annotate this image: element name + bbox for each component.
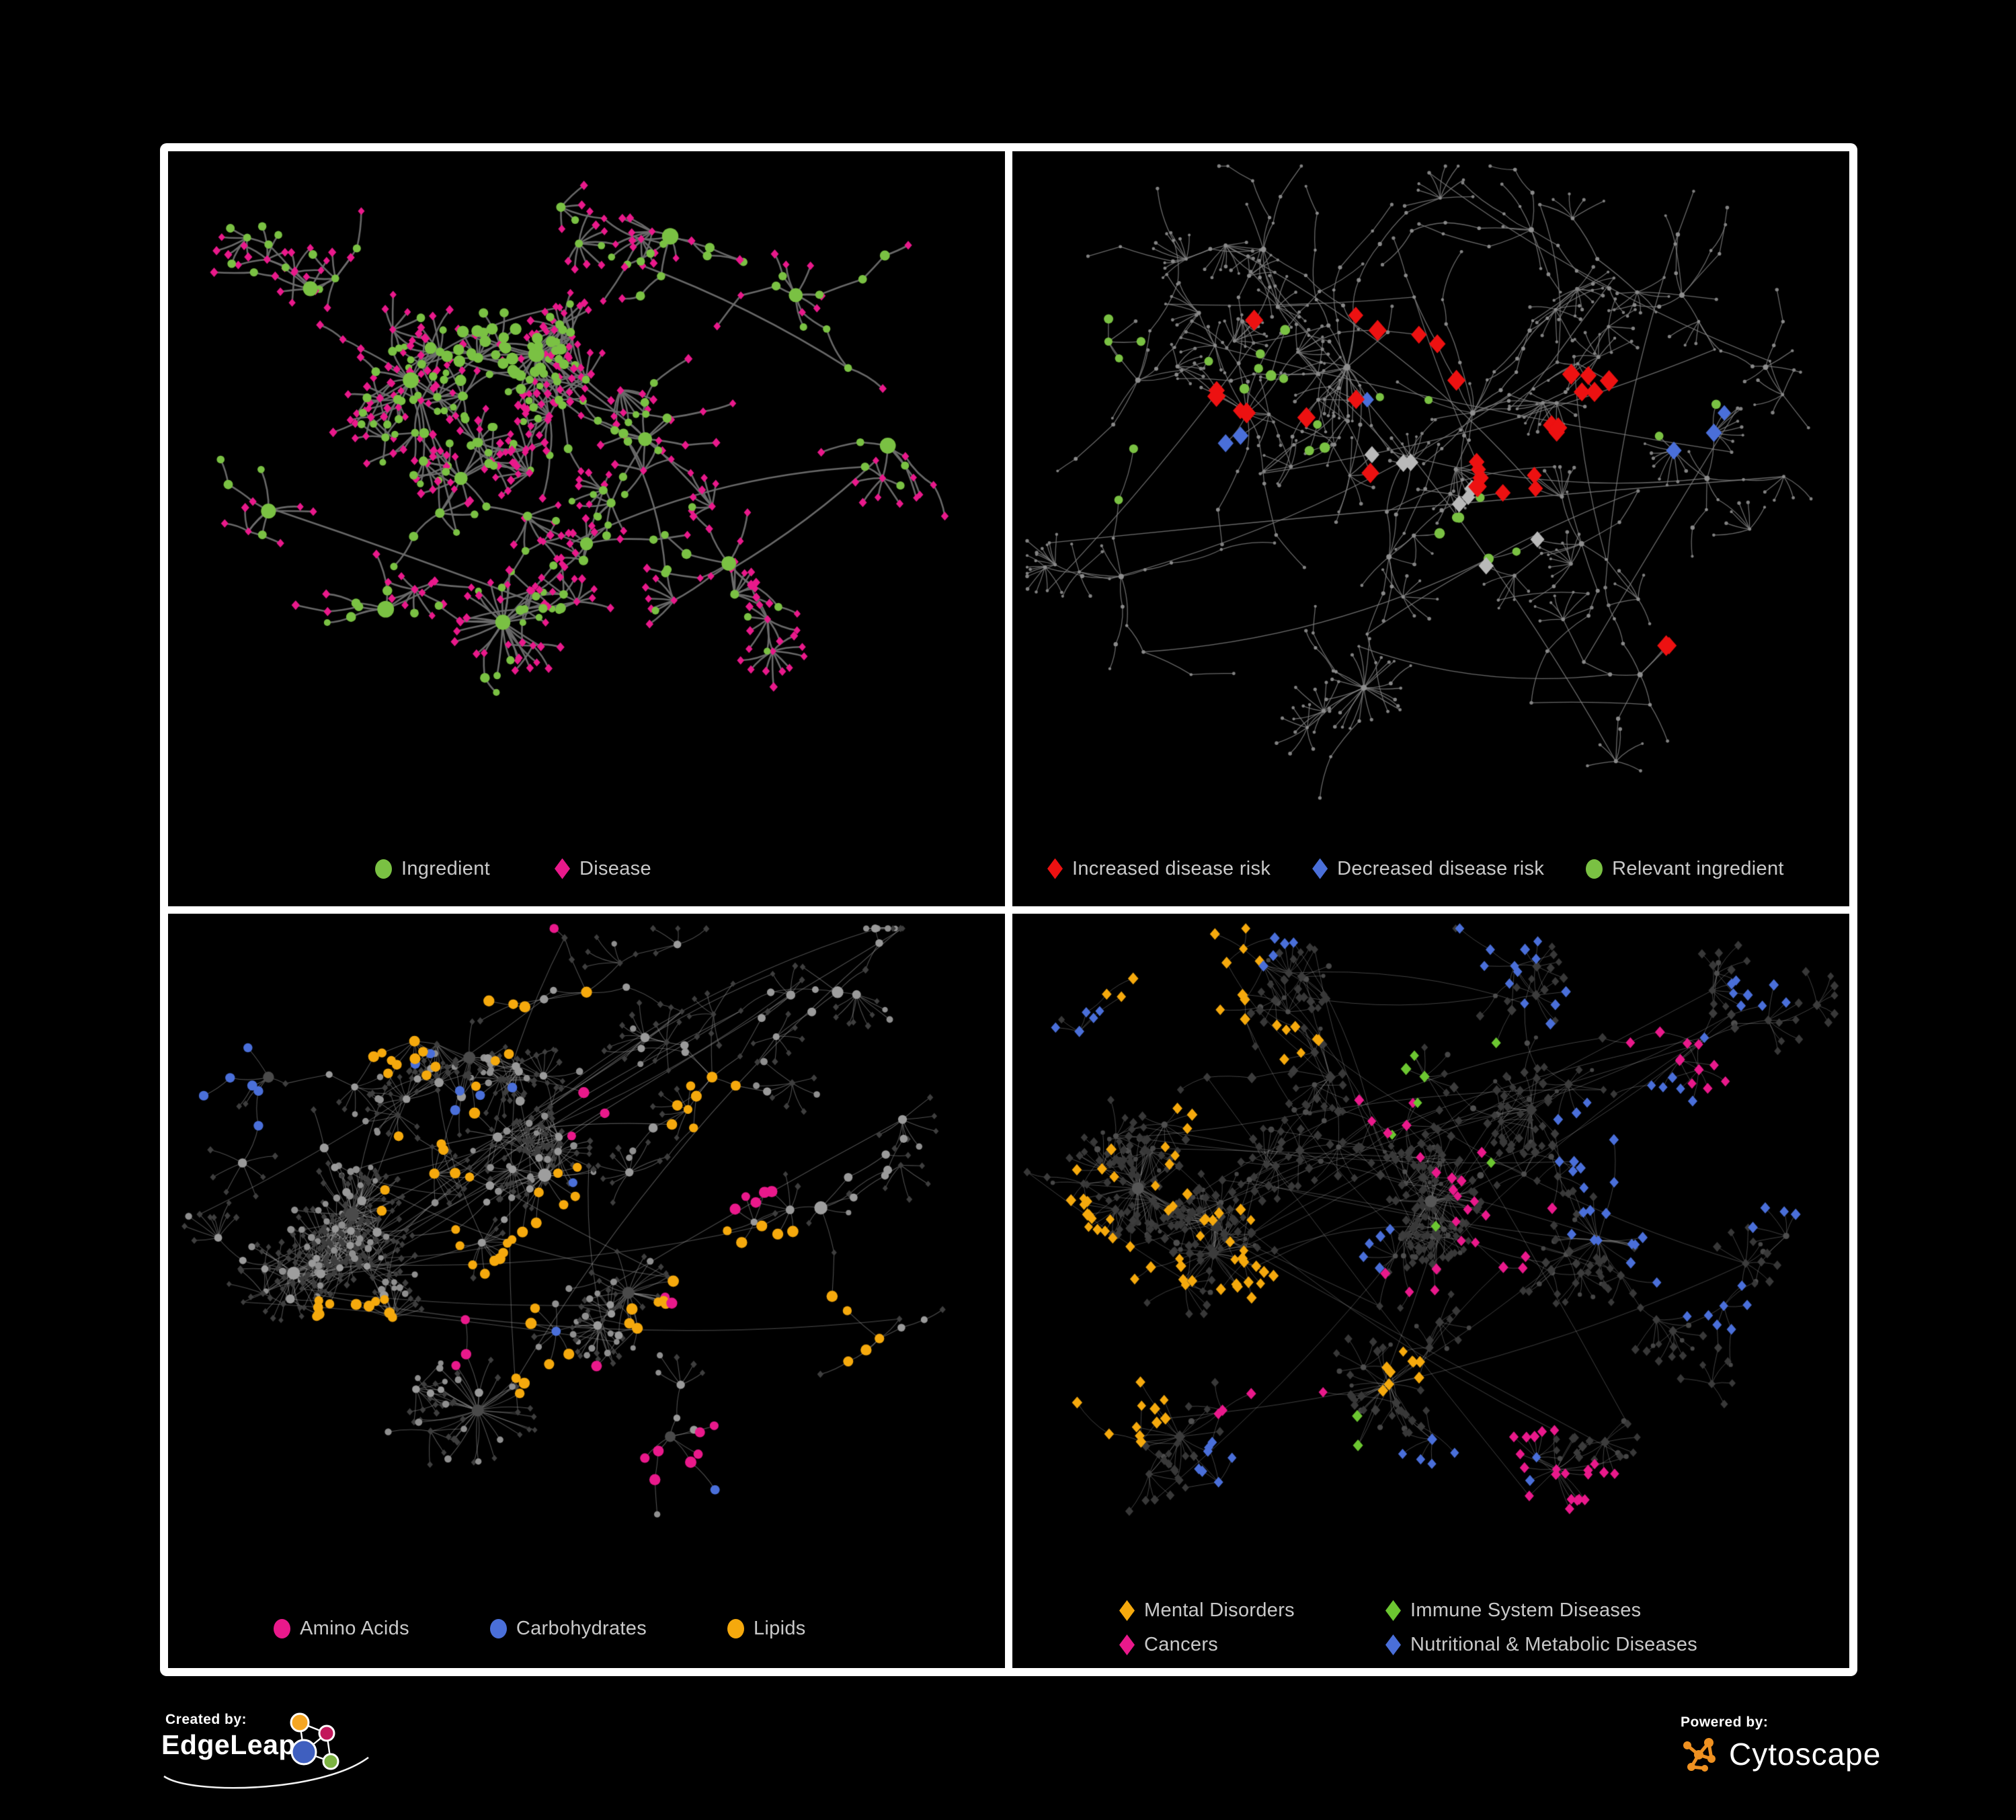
legend-label: Carbohydrates xyxy=(516,1618,647,1639)
cancers-marker-icon xyxy=(1119,1634,1135,1655)
figure-grid: Ingredient Disease Increased disease ris… xyxy=(160,143,1857,1676)
legend-label: Nutritional & Metabolic Diseases xyxy=(1410,1634,1698,1655)
network-canvas-disease-classes xyxy=(1012,913,1849,1668)
panel-ingredient-classes: Amino Acids Carbohydrates Lipids xyxy=(168,913,1005,1668)
carbohydrates-marker-icon xyxy=(489,1619,507,1638)
edgeleap-network-icon xyxy=(290,1712,339,1770)
legend-label: Mental Disorders xyxy=(1144,1599,1295,1621)
legend-item-nutritional-metabolic-diseases: Nutritional & Metabolic Diseases xyxy=(1385,1634,1697,1656)
cytoscape-network-icon xyxy=(1683,1738,1716,1772)
edgeleap-brand-text: EdgeLeap xyxy=(161,1729,296,1760)
panel-ingredient-disease: Ingredient Disease xyxy=(168,151,1005,906)
legend-item-cancers: Cancers xyxy=(1119,1634,1385,1656)
legend-item-decreased-risk: Decreased disease risk xyxy=(1312,858,1544,880)
disease-marker-icon xyxy=(555,858,570,879)
relevant-ingredient-marker-icon xyxy=(1586,859,1603,879)
network-canvas-ingredient-classes xyxy=(168,913,1005,1668)
legend-item-immune-system-diseases: Immune System Diseases xyxy=(1385,1599,1697,1622)
ingredient-marker-icon xyxy=(375,859,392,879)
amino-acids-marker-icon xyxy=(274,1619,290,1638)
panel-disease-classes: Mental Disorders Immune System Diseases … xyxy=(1012,913,1849,1668)
legend-label: Amino Acids xyxy=(300,1618,409,1639)
legend-label: Decreased disease risk xyxy=(1337,857,1545,879)
cytoscape-brand-text: Cytoscape xyxy=(1729,1737,1882,1772)
created-by-label: Created by: xyxy=(165,1712,247,1727)
legend-item-amino-acids: Amino Acids xyxy=(274,1618,409,1640)
legend-label: Increased disease risk xyxy=(1072,857,1271,879)
nutritional-metabolic-marker-icon xyxy=(1385,1634,1401,1655)
legend-item-ingredient: Ingredient xyxy=(375,858,490,880)
legend-panel-3: Amino Acids Carbohydrates Lipids xyxy=(168,1618,1005,1640)
increased-risk-marker-icon xyxy=(1047,858,1063,879)
legend-item-relevant-ingredient: Relevant ingredient xyxy=(1586,858,1784,880)
legend-label: Relevant ingredient xyxy=(1612,857,1784,879)
legend-item-lipids: Lipids xyxy=(727,1618,806,1640)
cytoscape-logo: Powered by: Cytoscape xyxy=(1681,1714,1881,1788)
legend-label: Lipids xyxy=(754,1618,806,1639)
legend-item-mental-disorders: Mental Disorders xyxy=(1119,1599,1385,1622)
mental-disorders-marker-icon xyxy=(1119,1600,1135,1621)
edgeleap-swoosh-icon xyxy=(163,1756,369,1789)
network-canvas-ingredient-disease xyxy=(168,151,1005,906)
lipids-marker-icon xyxy=(727,1619,744,1638)
legend-label: Disease xyxy=(579,857,651,879)
network-canvas-disease-risk xyxy=(1012,151,1849,906)
legend-item-carbohydrates: Carbohydrates xyxy=(489,1618,647,1640)
legend-item-disease: Disease xyxy=(555,858,651,880)
powered-by-label: Powered by: xyxy=(1681,1714,1769,1730)
legend-panel-4: Mental Disorders Immune System Diseases … xyxy=(1119,1599,1697,1656)
decreased-risk-marker-icon xyxy=(1312,858,1328,879)
legend-label: Immune System Diseases xyxy=(1410,1599,1642,1621)
panel-disease-risk: Increased disease risk Decreased disease… xyxy=(1012,151,1849,906)
legend-label: Ingredient xyxy=(401,857,490,879)
legend-panel-2: Increased disease risk Decreased disease… xyxy=(1012,858,1849,880)
legend-label: Cancers xyxy=(1144,1634,1219,1655)
legend-panel-1: Ingredient Disease xyxy=(168,858,1005,880)
edgeleap-logo: Created by: EdgeLeap xyxy=(160,1712,402,1799)
legend-item-increased-risk: Increased disease risk xyxy=(1047,858,1271,880)
immune-system-diseases-marker-icon xyxy=(1385,1600,1401,1621)
